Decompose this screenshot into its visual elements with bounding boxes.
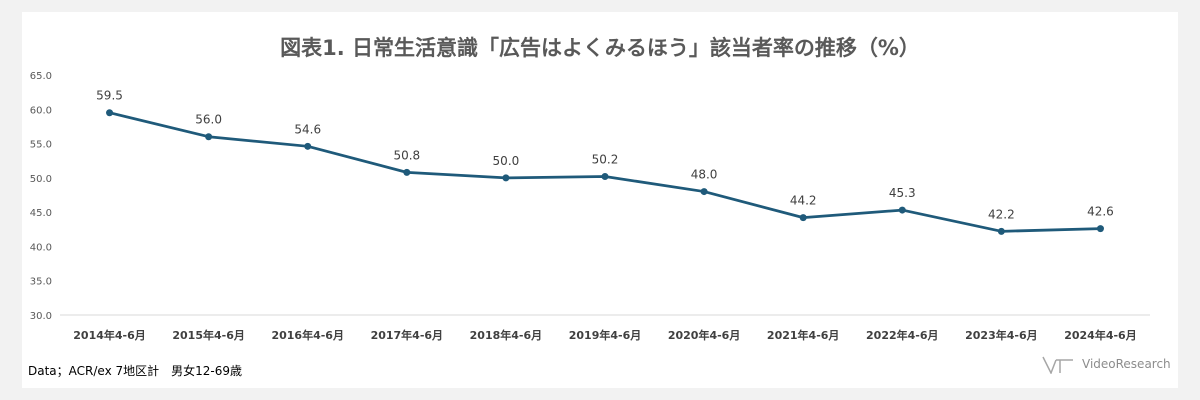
x-tick-label: 2015年4-6月 xyxy=(172,328,245,342)
data-label: 48.0 xyxy=(691,168,718,182)
data-point xyxy=(898,206,906,214)
data-label: 50.8 xyxy=(393,148,420,162)
x-tick-label: 2014年4-6月 xyxy=(73,328,146,342)
data-label: 42.2 xyxy=(988,207,1015,221)
data-label: 56.0 xyxy=(195,113,222,127)
y-tick-label: 50.0 xyxy=(30,174,52,185)
line-chart: 30.0 35.0 40.0 45.0 50.0 55.0 60.0 65.0 2014年4-6… xyxy=(30,71,1150,342)
x-tick-label: 2016年4-6月 xyxy=(271,328,344,342)
chart-title: 図表1. 日常生活意識「広告はよくみるほう」該当者率の推移（%） xyxy=(280,36,920,60)
data-point xyxy=(1096,225,1104,233)
data-point xyxy=(304,142,312,150)
x-tick-label: 2019年4-6月 xyxy=(569,328,642,342)
source-note: Data；ACR/ex 7地区計 男女12-69歳 xyxy=(28,364,243,378)
y-tick-label: 30.0 xyxy=(30,311,52,322)
data-point xyxy=(403,168,411,176)
data-label: 59.5 xyxy=(96,89,123,103)
x-tick-label: 2020年4-6月 xyxy=(668,328,741,342)
x-tick-label: 2021年4-6月 xyxy=(767,328,840,342)
data-label: 50.0 xyxy=(493,154,520,168)
x-tick-label: 2017年4-6月 xyxy=(371,328,444,342)
data-label: 42.6 xyxy=(1087,205,1114,219)
y-tick-label: 45.0 xyxy=(30,208,52,219)
data-point xyxy=(601,172,609,180)
x-tick-label: 2023年4-6月 xyxy=(965,328,1038,342)
data-label: 44.2 xyxy=(790,194,817,208)
series-line xyxy=(109,111,1101,233)
y-tick-label: 65.0 xyxy=(30,71,52,82)
data-point xyxy=(700,188,708,196)
data-label: 54.6 xyxy=(294,122,321,136)
logo-mark-icon xyxy=(1042,356,1073,374)
data-label: 45.3 xyxy=(889,186,916,200)
y-tick-label: 35.0 xyxy=(30,277,52,288)
y-tick-label: 55.0 xyxy=(30,140,52,151)
data-point xyxy=(106,109,114,117)
logo-text: VideoResearch xyxy=(1082,357,1171,371)
data-point xyxy=(799,214,807,222)
x-tick-label: 2024年4-6月 xyxy=(1064,328,1137,342)
chart-panel: 図表1. 日常生活意識「広告はよくみるほう」該当者率の推移（%） 30.0 35.… xyxy=(22,12,1178,388)
x-tick-label: 2022年4-6月 xyxy=(866,328,939,342)
data-point xyxy=(205,133,213,141)
y-tick-label: 40.0 xyxy=(30,242,52,253)
data-point xyxy=(502,174,510,182)
x-tick-label: 2018年4-6月 xyxy=(470,328,543,342)
data-point xyxy=(997,227,1005,235)
data-label: 50.2 xyxy=(592,152,619,166)
y-tick-label: 60.0 xyxy=(30,105,52,116)
